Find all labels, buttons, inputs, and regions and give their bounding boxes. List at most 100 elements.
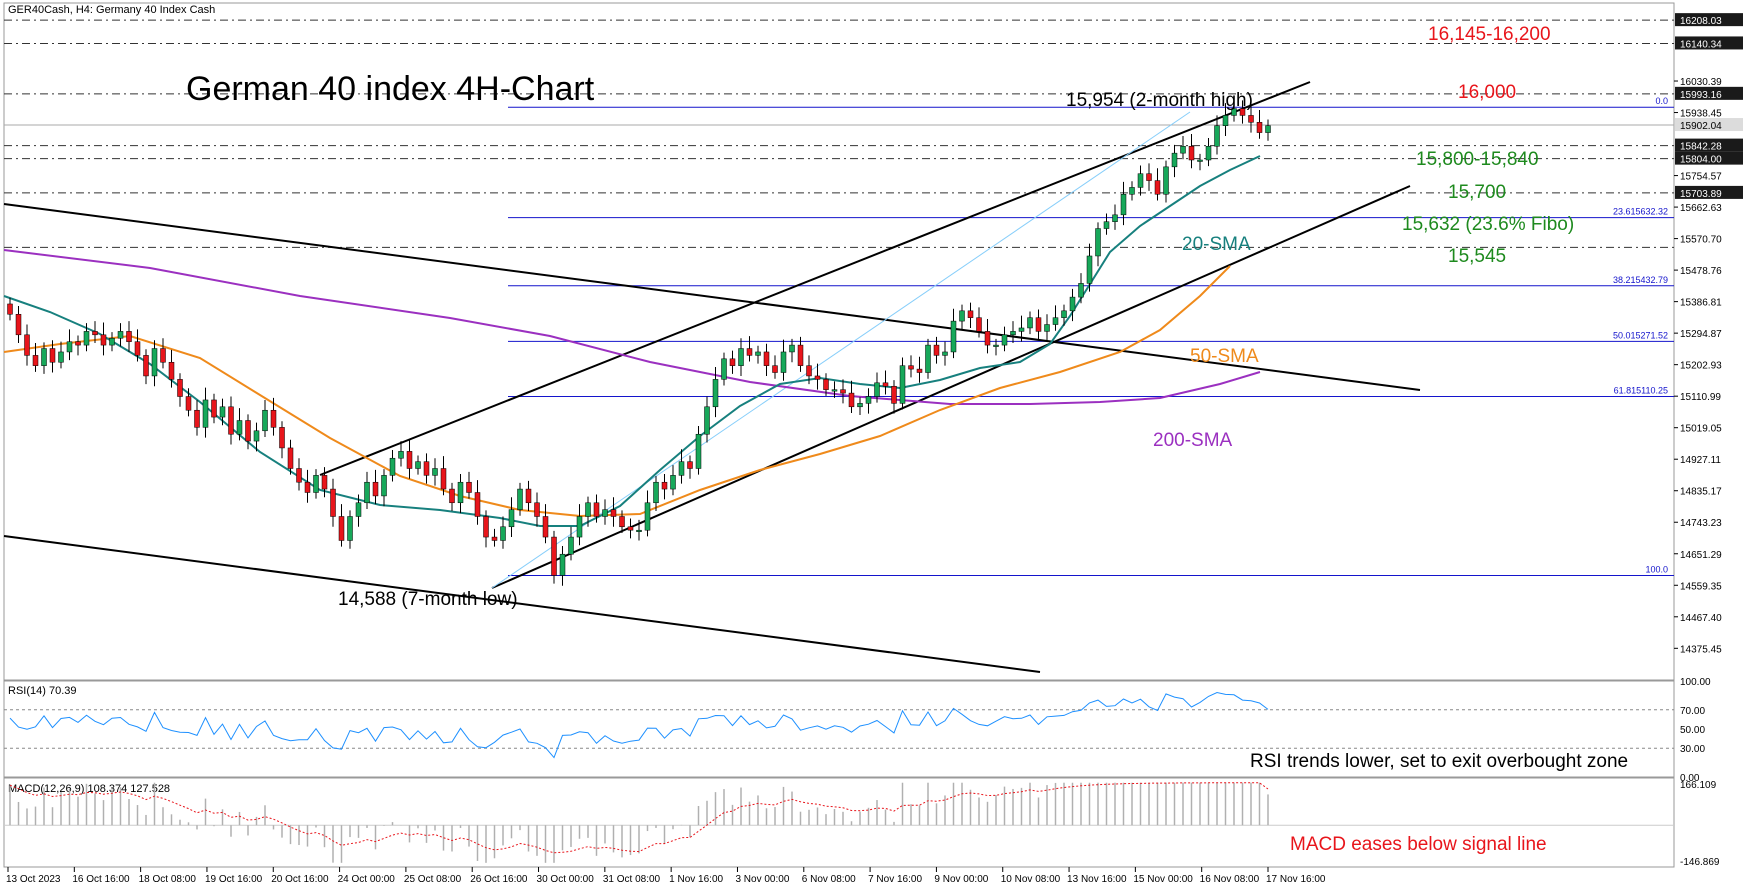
candle [925, 338, 931, 379]
candle [1180, 136, 1186, 160]
candle [32, 343, 39, 372]
price-box-label: 15703.89 [1680, 189, 1722, 200]
candle-body [66, 341, 73, 353]
candle-body [576, 516, 583, 538]
price-box-bg [1675, 118, 1743, 132]
candle [1095, 222, 1101, 267]
candle [415, 455, 421, 475]
candle [950, 308, 957, 359]
candle-body [1205, 146, 1212, 161]
candle-body [483, 516, 489, 538]
y-tick-label: 14467.40 [1680, 613, 1722, 624]
candle-body [959, 310, 965, 322]
candle [1197, 153, 1203, 171]
candle-body [653, 481, 659, 504]
candle [449, 482, 455, 512]
candle [661, 473, 668, 500]
candle-body [1112, 214, 1118, 222]
x-tick-label: 25 Oct 08:00 [404, 874, 462, 885]
candle [857, 397, 863, 416]
candle [602, 499, 608, 525]
y-tick-label: 15386.81 [1680, 298, 1722, 309]
x-tick-label: 19 Oct 16:00 [205, 874, 263, 885]
price-box: 15804.00 [1675, 151, 1743, 166]
y-tick-label: 15294.87 [1680, 329, 1722, 340]
candle [398, 441, 404, 467]
candle-body [908, 365, 914, 370]
price-box-bg [1675, 138, 1743, 152]
candle [347, 510, 353, 549]
candle [168, 349, 175, 388]
candle-body [279, 427, 285, 449]
candle-body [406, 451, 413, 469]
candle [338, 504, 345, 547]
macd-tick-label: 166.109 [1680, 780, 1717, 791]
candle-body [763, 351, 770, 366]
candle [381, 469, 387, 507]
candle [7, 297, 13, 321]
candle [49, 340, 56, 373]
x-tick-label: 15 Nov 00:00 [1133, 874, 1193, 885]
candle [1171, 144, 1178, 178]
candle-body [602, 509, 608, 517]
candle [585, 496, 591, 527]
price-box-label: 15993.16 [1680, 90, 1722, 101]
candle-body [457, 481, 464, 504]
candle [1086, 243, 1093, 292]
candle [1018, 315, 1025, 342]
candle-body [585, 502, 591, 517]
candle-body [1197, 159, 1203, 162]
candle-body [1095, 228, 1101, 257]
candle [508, 497, 515, 538]
candle-body [678, 461, 685, 476]
candle-body [831, 389, 838, 392]
candle [687, 455, 693, 479]
candle [321, 467, 328, 498]
candle [755, 345, 761, 364]
candle [653, 476, 659, 512]
candle [211, 393, 217, 424]
candle-body [372, 481, 379, 497]
candle [729, 350, 736, 374]
candle [457, 473, 464, 514]
candle [160, 338, 166, 369]
candle-body [338, 516, 345, 541]
candle-body [440, 468, 447, 490]
x-tick-label: 24 Oct 00:00 [338, 874, 396, 885]
price-box: 16140.34 [1675, 36, 1743, 50]
x-tick-label: 26 Oct 16:00 [470, 874, 528, 885]
candle-body [134, 341, 141, 356]
candle-body [398, 451, 404, 459]
candle-body [415, 461, 421, 469]
candle [1044, 314, 1050, 342]
annotation-2-month-high: 15,954 (2-month high) [1066, 90, 1253, 111]
annotation-15700: 15,700 [1448, 182, 1506, 203]
candle-body [1137, 173, 1144, 188]
fib-label-5: 100.0 [1645, 564, 1668, 574]
annotation-15800-15840: 15,800-15,840 [1416, 149, 1539, 170]
candle-body [772, 365, 778, 373]
y-tick-label: 15478.76 [1680, 266, 1722, 277]
candle-body [270, 409, 277, 428]
candle [202, 387, 209, 438]
candle-body [687, 461, 693, 469]
candle-body [49, 348, 56, 363]
candle [593, 494, 600, 523]
candle-body [1078, 283, 1084, 298]
candle [627, 518, 634, 539]
candle [831, 381, 838, 398]
y-tick-label: 15019.05 [1680, 424, 1722, 435]
candle [1163, 160, 1169, 203]
candle [92, 321, 98, 344]
candle [551, 530, 557, 584]
candle [1069, 288, 1076, 322]
candle-body [814, 375, 821, 380]
candle [58, 341, 64, 369]
fib-label-3: 50.015271.52 [1613, 330, 1668, 340]
candle [891, 380, 897, 414]
candle-body [865, 396, 872, 404]
candle-body [695, 433, 702, 469]
candle-body [32, 355, 39, 366]
candle [143, 349, 149, 385]
